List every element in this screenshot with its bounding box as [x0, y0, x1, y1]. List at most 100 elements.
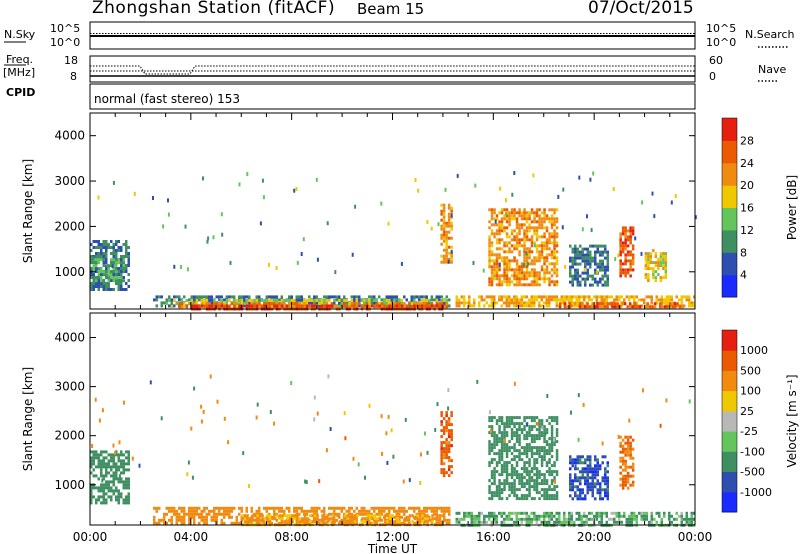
echo-cell: [530, 449, 534, 453]
echo-cell: [510, 434, 514, 438]
echo-cell: [318, 506, 321, 510]
echo-cell: [250, 506, 253, 510]
echo-cell: [621, 447, 625, 451]
echo-cell: [190, 512, 193, 516]
echo-cell: [533, 262, 536, 266]
echo-cell: [493, 473, 496, 477]
echo-cell: [343, 506, 346, 510]
echo-cell: [255, 509, 258, 513]
echo-cell: [659, 252, 663, 256]
echo-cell: [120, 480, 123, 484]
echo-cell: [495, 265, 499, 269]
echo-cell: [505, 220, 509, 224]
echo-cell: [615, 295, 618, 299]
echo-cell: [565, 295, 568, 299]
echo-cell: [525, 265, 529, 269]
echo-cell: [505, 479, 509, 483]
echo-cell: [433, 506, 436, 510]
echo-cell: [505, 241, 509, 245]
echo-cell: [100, 258, 103, 262]
echo-cell: [578, 302, 582, 306]
echo-cell: [198, 305, 201, 309]
echo-cell: [545, 479, 549, 483]
echo-cell: [110, 246, 113, 249]
echo-cell: [120, 492, 123, 496]
sparse-echo-cell: [256, 402, 259, 407]
sparse-echo-cell: [444, 187, 447, 192]
echo-cell: [343, 299, 346, 302]
echo-cell: [215, 295, 218, 299]
echo-cell: [112, 243, 115, 246]
echo-cell: [621, 459, 625, 463]
echo-cell: [606, 479, 609, 483]
echo-cell: [545, 449, 549, 453]
echo-cell: [490, 241, 494, 245]
sparse-echo-cell: [577, 437, 580, 442]
echo-cell: [515, 235, 519, 239]
echo-cell: [548, 301, 551, 305]
echo-cell: [183, 506, 186, 510]
echo-cell: [530, 250, 534, 254]
echo-cell: [250, 518, 253, 522]
echo-cell: [418, 506, 421, 510]
echo-cell: [328, 517, 332, 521]
echo-cell: [428, 515, 431, 519]
echo-cell: [418, 509, 421, 513]
echo-cell: [493, 259, 496, 263]
echo-cell: [368, 509, 371, 513]
echo-cell: [538, 244, 541, 248]
echo-cell: [540, 250, 544, 254]
echo-cell: [125, 252, 128, 255]
echo-cell: [440, 212, 443, 216]
echo-cell: [127, 492, 130, 496]
echo-cell: [588, 298, 591, 302]
echo-cell: [110, 495, 113, 499]
echo-cell: [621, 456, 625, 460]
echo-cell: [90, 501, 93, 505]
echo-cell: [493, 517, 496, 521]
echo-cell: [500, 217, 504, 221]
echo-cell: [383, 304, 386, 308]
echo-cell: [523, 274, 526, 278]
echo-cell: [102, 282, 105, 285]
echo-cell: [303, 517, 307, 521]
echo-cell: [333, 509, 336, 513]
echo-cell: [586, 488, 589, 492]
echo-cell: [460, 301, 463, 305]
echo-cell: [92, 495, 95, 499]
echo-cell: [528, 449, 531, 453]
echo-cell: [415, 295, 418, 299]
echo-cell: [495, 301, 498, 305]
echo-cell: [298, 298, 301, 302]
echo-cell: [505, 497, 509, 501]
echo-cell: [455, 295, 458, 299]
echo-cell: [100, 462, 103, 466]
echo-cell: [581, 473, 584, 477]
echo-cell: [520, 473, 524, 477]
echo-cell: [654, 276, 658, 280]
echo-cell: [586, 277, 589, 281]
echo-cell: [440, 203, 443, 207]
colorbar-swatch: [722, 330, 737, 351]
echo-cell: [445, 305, 449, 309]
nsearch-label: N.Search: [745, 28, 795, 41]
echo-cell: [105, 465, 108, 469]
echo-cell: [626, 305, 629, 309]
echo-cell: [112, 480, 115, 484]
echo-cell: [445, 506, 448, 510]
echo-cell: [498, 226, 501, 230]
echo-cell: [508, 485, 511, 489]
echo-cell: [308, 520, 312, 524]
echo-cell: [178, 515, 181, 519]
colorbar-swatch: [722, 229, 737, 253]
echo-cell: [343, 304, 346, 308]
sparse-echo-cell: [354, 204, 357, 209]
echo-cell: [447, 432, 451, 436]
echo-cell: [500, 274, 504, 278]
echo-cell: [624, 274, 627, 278]
echo-cell: [523, 259, 526, 263]
echo-cell: [490, 214, 494, 218]
echo-cell: [523, 271, 526, 275]
echo-cell: [290, 299, 294, 302]
echo-cell: [468, 511, 471, 515]
